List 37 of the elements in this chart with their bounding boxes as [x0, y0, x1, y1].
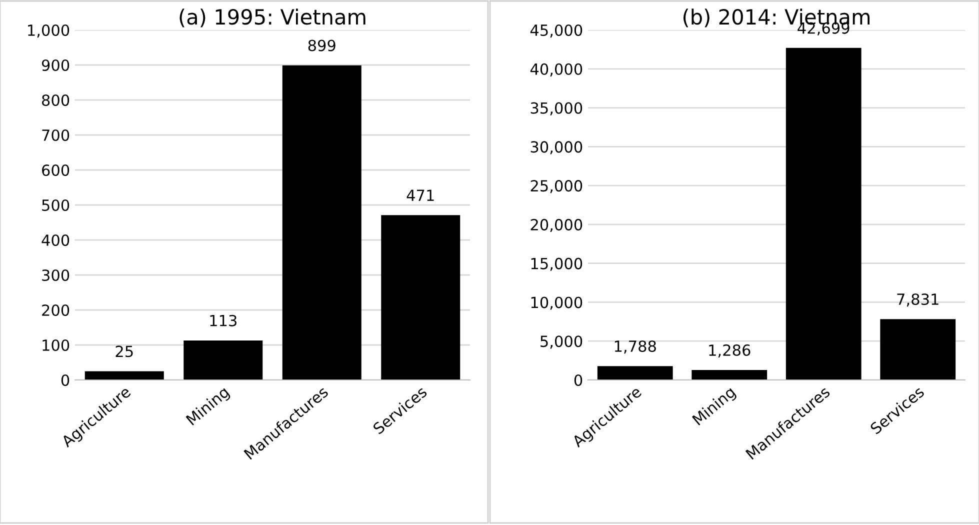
bar: [282, 65, 362, 380]
bar: [381, 215, 460, 380]
chart-title: (a) 1995: Vietnam: [180, 8, 366, 28]
bar: [184, 340, 263, 380]
y-tick-label: 0: [61, 374, 70, 386]
bar: [84, 371, 164, 380]
y-tick-label: 300: [42, 269, 70, 282]
y-tick-label: 45,000: [530, 24, 582, 38]
data-label: 1,788: [614, 340, 656, 354]
y-tick-label: 400: [42, 234, 70, 246]
data-label: 7,831: [897, 293, 938, 307]
y-tick-label: 600: [42, 164, 70, 176]
y-tick-label: 25,000: [530, 180, 582, 194]
y-tick-label: 500: [42, 199, 70, 212]
y-tick-label: 5,000: [540, 336, 582, 349]
y-tick-label: 20,000: [530, 218, 582, 232]
y-tick-label: 30,000: [530, 141, 582, 154]
y-tick-label: 10,000: [531, 296, 582, 310]
data-label: 25: [116, 346, 133, 358]
bar: [692, 370, 768, 380]
bar: [786, 48, 862, 380]
bar: [597, 366, 673, 380]
y-tick-label: 200: [42, 304, 70, 316]
y-tick-label: 0: [574, 374, 582, 386]
data-label: 1,286: [709, 344, 750, 358]
y-tick-label: 700: [42, 129, 70, 142]
data-label: 113: [210, 314, 236, 326]
y-tick-label: 1,000: [28, 24, 70, 38]
y-tick-label: 40,000: [530, 63, 582, 76]
y-tick-label: 15,000: [531, 258, 582, 271]
data-label: 899: [308, 40, 336, 52]
data-label: 471: [406, 190, 434, 201]
bar: [880, 319, 956, 380]
y-tick-label: 900: [42, 59, 70, 72]
y-tick-label: 800: [42, 94, 70, 106]
y-tick-label: 100: [42, 339, 70, 352]
y-tick-label: 35,000: [530, 102, 582, 116]
